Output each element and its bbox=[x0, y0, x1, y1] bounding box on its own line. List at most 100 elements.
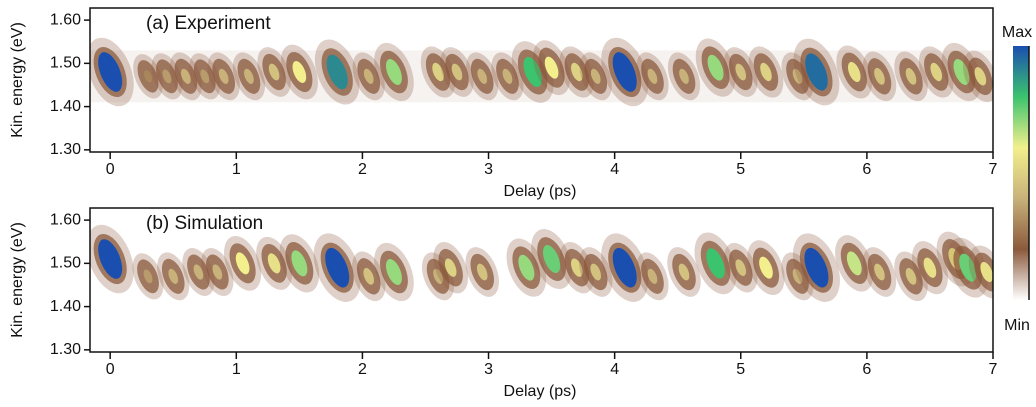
blob bbox=[218, 68, 229, 84]
blob bbox=[363, 267, 375, 285]
blob bbox=[325, 247, 350, 288]
blob bbox=[212, 264, 223, 280]
blob bbox=[518, 254, 535, 281]
blob bbox=[162, 69, 172, 84]
blob bbox=[267, 253, 281, 274]
blob bbox=[292, 61, 307, 83]
blob bbox=[846, 251, 862, 276]
blob bbox=[590, 68, 601, 84]
y-tick-label: 1.60 bbox=[50, 211, 81, 228]
x-tick-label: 2 bbox=[358, 361, 367, 378]
plot-frame bbox=[89, 207, 994, 353]
x-tick-label: 3 bbox=[484, 161, 493, 178]
blob bbox=[244, 68, 254, 84]
y-tick-label: 1.50 bbox=[50, 255, 81, 272]
blob bbox=[647, 68, 658, 84]
x-tick-label: 4 bbox=[610, 161, 619, 178]
blob bbox=[193, 264, 204, 280]
blob bbox=[363, 68, 374, 84]
blob bbox=[477, 68, 488, 84]
blob bbox=[805, 53, 828, 91]
blob bbox=[959, 253, 977, 282]
colorbar-label: Min bbox=[1004, 317, 1030, 334]
blob bbox=[980, 261, 993, 283]
blob bbox=[433, 268, 443, 284]
blob bbox=[804, 247, 829, 288]
blob bbox=[291, 250, 308, 277]
x-tick-label: 3 bbox=[484, 361, 493, 378]
blob bbox=[143, 269, 153, 284]
blob bbox=[760, 62, 772, 82]
blob bbox=[451, 63, 463, 81]
blob bbox=[612, 247, 637, 288]
blob bbox=[792, 268, 803, 284]
x-tick-label: 5 bbox=[736, 361, 745, 378]
blob bbox=[874, 263, 885, 281]
blob bbox=[953, 59, 970, 85]
y-tick-label: 1.50 bbox=[50, 55, 81, 72]
plot-area bbox=[90, 224, 993, 302]
blob bbox=[678, 263, 690, 281]
blob bbox=[905, 67, 917, 85]
blob bbox=[385, 59, 402, 85]
y-tick-label: 1.30 bbox=[50, 341, 81, 358]
blob bbox=[143, 70, 153, 83]
blob bbox=[590, 263, 602, 281]
y-axis-label: Kin. energy (eV) bbox=[9, 22, 26, 138]
blob bbox=[706, 248, 725, 279]
blob bbox=[571, 258, 583, 277]
x-tick-label: 2 bbox=[358, 161, 367, 178]
blob bbox=[905, 267, 917, 285]
x-tick-label: 1 bbox=[232, 361, 241, 378]
x-tick-label: 0 bbox=[106, 161, 115, 178]
blob bbox=[523, 56, 542, 88]
blob bbox=[930, 62, 943, 82]
blob bbox=[792, 68, 803, 84]
x-tick-label: 6 bbox=[862, 361, 871, 378]
blob bbox=[98, 52, 123, 92]
x-tick-label: 0 bbox=[106, 361, 115, 378]
blob bbox=[98, 239, 123, 279]
blob bbox=[735, 63, 747, 81]
panel-title: (a) Experiment bbox=[146, 13, 271, 34]
blob bbox=[180, 68, 191, 84]
x-tick-label: 7 bbox=[989, 361, 998, 378]
blob bbox=[502, 68, 513, 84]
blob bbox=[544, 56, 559, 79]
x-tick-label: 7 bbox=[989, 161, 998, 178]
y-tick-label: 1.60 bbox=[50, 11, 81, 28]
blob bbox=[571, 62, 583, 82]
blob bbox=[847, 61, 861, 83]
plot-area bbox=[90, 37, 993, 107]
blob bbox=[168, 268, 179, 284]
x-tick-label: 5 bbox=[736, 161, 745, 178]
blob bbox=[974, 67, 987, 86]
y-axis-label: Kin. energy (eV) bbox=[9, 222, 26, 338]
blob bbox=[612, 52, 637, 92]
blob bbox=[268, 63, 280, 81]
blob bbox=[432, 62, 444, 82]
blob bbox=[326, 54, 348, 90]
y-tick-label: 1.40 bbox=[50, 98, 81, 115]
x-tick-label: 6 bbox=[862, 161, 871, 178]
colorbar bbox=[1013, 46, 1029, 300]
blob bbox=[476, 263, 488, 281]
blob bbox=[647, 268, 658, 284]
x-tick-label: 1 bbox=[232, 161, 241, 178]
blob bbox=[385, 259, 402, 285]
blob bbox=[923, 257, 937, 278]
plot-frame bbox=[89, 7, 994, 153]
panel-title: (b) Simulation bbox=[146, 213, 263, 234]
blob bbox=[543, 245, 561, 274]
blob bbox=[735, 259, 747, 277]
colorbar-label: Max bbox=[1002, 24, 1032, 41]
x-axis-label: Delay (ps) bbox=[504, 383, 577, 400]
blob bbox=[200, 69, 210, 84]
blob bbox=[235, 252, 250, 275]
blob bbox=[874, 67, 885, 85]
x-axis-label: Delay (ps) bbox=[504, 183, 577, 200]
y-tick-label: 1.30 bbox=[50, 141, 81, 158]
blob bbox=[707, 54, 724, 81]
y-tick-label: 1.40 bbox=[50, 298, 81, 315]
